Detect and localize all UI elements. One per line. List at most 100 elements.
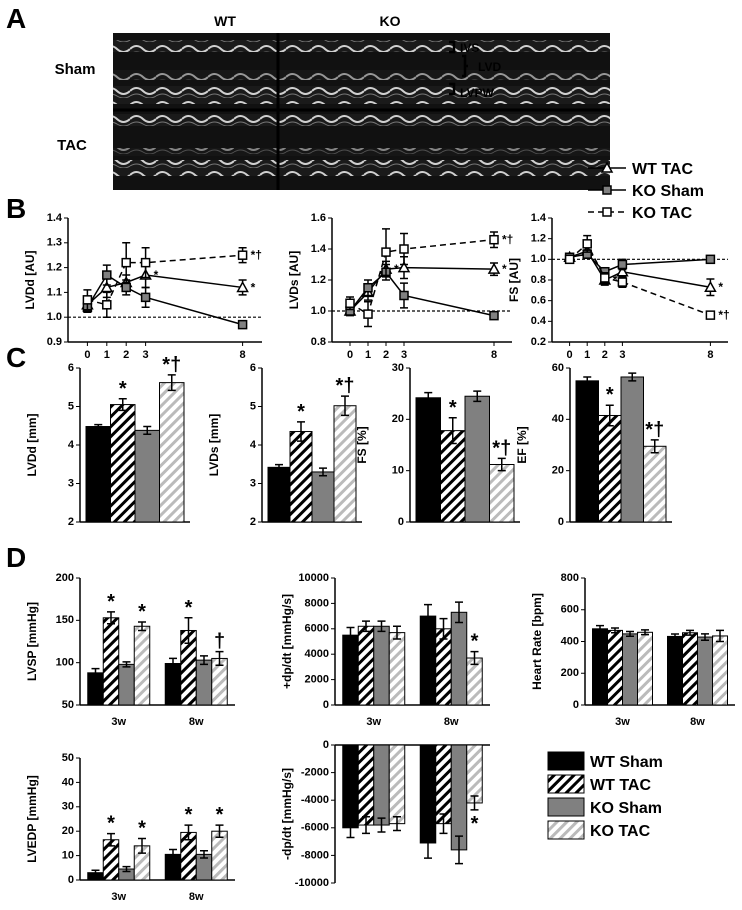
significance-label: *†: [718, 308, 729, 322]
error-bar: [716, 629, 724, 643]
legend-swatch: [547, 820, 585, 840]
y-tick-label: 0: [398, 516, 404, 528]
marker: [363, 283, 373, 293]
error-bar: [122, 865, 131, 873]
error-bar: [297, 421, 305, 442]
y-tick-label: 0.4: [531, 315, 547, 327]
legend-label: WT TAC: [590, 777, 651, 794]
error-bar: [628, 372, 637, 382]
y-tick-label: 0: [68, 874, 74, 886]
error-bar: [583, 376, 592, 386]
error-bar: [215, 824, 224, 839]
x-tick-label: 3w: [111, 891, 126, 903]
bar: [195, 659, 213, 706]
y-tick-label: 60: [552, 362, 564, 374]
y-tick-label: 0.2: [531, 336, 546, 348]
y-axis-label: -dp/dt [mmHg/s]: [280, 768, 294, 860]
x-tick-label: 1: [584, 349, 590, 361]
error-bar: [455, 835, 463, 865]
marker: [82, 295, 93, 305]
marker: [399, 290, 409, 301]
y-tick-label: 6: [250, 362, 256, 374]
marker: [489, 234, 499, 245]
marker: [617, 277, 628, 287]
y-axis-label: LVDs [AU]: [287, 251, 301, 309]
panel-letter: D: [6, 542, 26, 573]
y-tick-label: 1.1: [47, 286, 62, 298]
legend-swatch: [547, 774, 585, 794]
y-tick-label: 10000: [298, 572, 329, 584]
marker: [487, 262, 501, 274]
error-bar: [497, 457, 506, 472]
error-bar: [122, 661, 131, 668]
x-tick-label: 0: [567, 349, 573, 361]
bracket: [449, 40, 468, 96]
error-bar: [596, 624, 604, 633]
legend-label: WT TAC: [632, 161, 693, 178]
marker: [237, 250, 248, 260]
y-axis-label: EF [%]: [515, 426, 529, 463]
bar: [357, 625, 375, 706]
significance-label: *†: [336, 375, 355, 397]
error-bar: [650, 439, 659, 454]
significance-label: *: [718, 280, 723, 294]
y-axis-label: LVEDP [mmHg]: [25, 775, 39, 863]
marker: [489, 310, 499, 321]
error-bar: [143, 425, 152, 435]
y-tick-label: -2000: [301, 767, 329, 779]
bar: [697, 636, 713, 706]
significance-label: *: [471, 631, 479, 653]
panel-letter: A: [6, 3, 26, 34]
error-bar: [167, 374, 176, 392]
legend-swatch: [547, 797, 585, 817]
y-tick-label: 30: [392, 362, 404, 374]
y-tick-label: 0.9: [47, 336, 62, 348]
significance-label: *†: [645, 419, 664, 441]
x-tick-label: 8: [240, 349, 246, 361]
y-tick-label: 1.0: [47, 311, 62, 323]
error-bar: [362, 620, 370, 633]
error-bar: [184, 824, 193, 841]
row-label: TAC: [57, 137, 87, 154]
marker: [363, 309, 373, 319]
error-bar: [184, 617, 193, 644]
y-tick-label: 1.4: [531, 212, 547, 224]
y-tick-label: 2: [68, 516, 74, 528]
significance-label: *†: [502, 233, 513, 247]
legend-label: KO Sham: [632, 183, 704, 200]
marker: [600, 273, 610, 283]
x-tick-label: 3w: [366, 716, 381, 728]
bar: [592, 628, 608, 706]
x-tick-label: 3: [401, 349, 407, 361]
marker: [237, 319, 248, 330]
significance-label: *: [251, 280, 256, 294]
bar: [643, 445, 667, 523]
marker: [102, 300, 112, 310]
x-tick-label: 3w: [111, 716, 126, 728]
marker: [102, 270, 112, 280]
y-tick-label: 1.2: [311, 274, 326, 286]
bar: [373, 744, 390, 826]
legend-label: KO TAC: [590, 823, 651, 840]
y-tick-label: -8000: [301, 849, 329, 861]
error-bar: [686, 629, 694, 636]
bar: [102, 617, 120, 706]
panel-letter: B: [6, 193, 26, 224]
y-tick-label: 3: [68, 477, 74, 489]
significance-label: †: [214, 631, 225, 653]
structure-label: LVD: [478, 60, 501, 74]
bar: [373, 625, 390, 706]
x-tick-label: 8w: [189, 891, 204, 903]
y-tick-label: 4: [68, 439, 75, 451]
significance-label: *: [394, 262, 399, 276]
bar: [637, 631, 653, 706]
error-bar: [470, 650, 479, 666]
bar: [342, 744, 359, 829]
error-bar: [200, 849, 208, 859]
error-bar: [169, 657, 177, 670]
y-axis-label: Heart Rate [bpm]: [530, 593, 544, 690]
bar: [466, 744, 483, 804]
error-bar: [362, 816, 370, 835]
y-tick-label: 1.6: [311, 212, 326, 224]
